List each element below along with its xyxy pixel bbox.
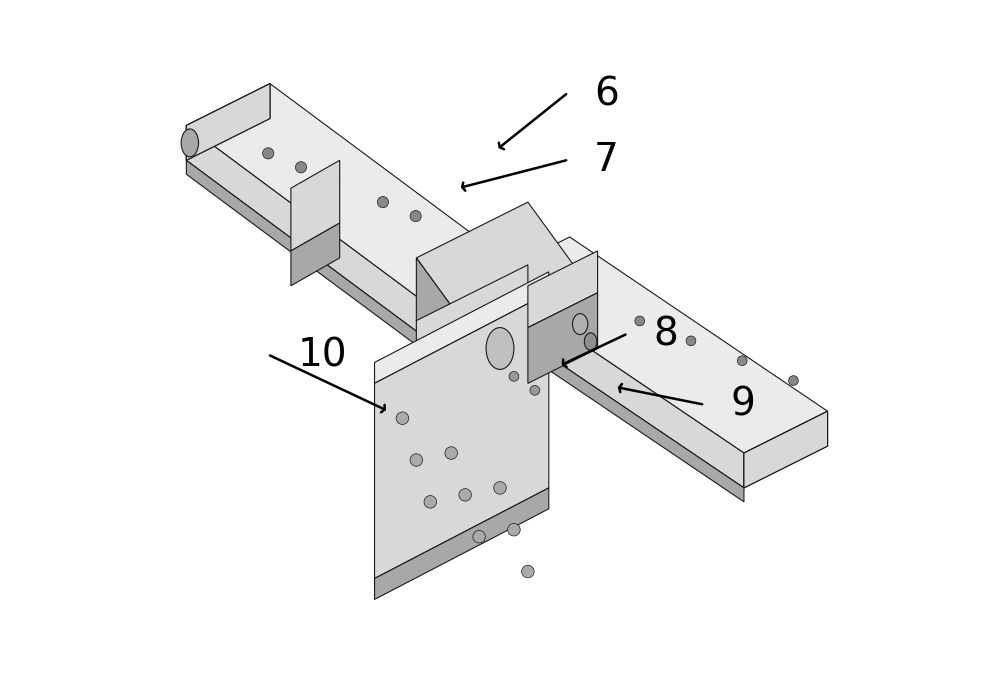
Text: 8: 8 bbox=[653, 316, 678, 353]
Circle shape bbox=[410, 454, 423, 466]
Polygon shape bbox=[486, 237, 828, 453]
Polygon shape bbox=[472, 279, 584, 397]
Circle shape bbox=[635, 316, 645, 326]
Polygon shape bbox=[186, 125, 430, 342]
Circle shape bbox=[737, 355, 747, 366]
Polygon shape bbox=[416, 202, 584, 335]
Polygon shape bbox=[486, 314, 744, 502]
Circle shape bbox=[522, 565, 534, 578]
Text: 9: 9 bbox=[730, 385, 755, 423]
Polygon shape bbox=[291, 160, 340, 251]
Polygon shape bbox=[186, 84, 514, 307]
Circle shape bbox=[789, 376, 798, 385]
Circle shape bbox=[263, 148, 274, 159]
Polygon shape bbox=[186, 84, 270, 160]
Polygon shape bbox=[528, 251, 598, 328]
Polygon shape bbox=[416, 265, 528, 355]
Circle shape bbox=[508, 523, 520, 536]
Polygon shape bbox=[416, 258, 472, 397]
Text: 10: 10 bbox=[298, 337, 347, 374]
Text: 7: 7 bbox=[594, 141, 619, 179]
Polygon shape bbox=[744, 411, 828, 488]
Circle shape bbox=[445, 447, 457, 459]
Polygon shape bbox=[375, 272, 549, 383]
Circle shape bbox=[396, 412, 409, 424]
Circle shape bbox=[532, 276, 542, 286]
Text: 6: 6 bbox=[594, 75, 619, 113]
Polygon shape bbox=[528, 293, 598, 383]
Polygon shape bbox=[291, 223, 340, 286]
Polygon shape bbox=[186, 84, 270, 160]
Ellipse shape bbox=[572, 314, 588, 335]
Polygon shape bbox=[744, 411, 828, 488]
Polygon shape bbox=[486, 279, 744, 488]
Circle shape bbox=[328, 176, 339, 187]
Ellipse shape bbox=[486, 328, 514, 369]
Ellipse shape bbox=[584, 333, 597, 350]
Circle shape bbox=[577, 293, 587, 303]
Circle shape bbox=[410, 210, 421, 222]
Circle shape bbox=[530, 385, 540, 395]
Circle shape bbox=[377, 197, 388, 208]
Circle shape bbox=[494, 482, 506, 494]
Circle shape bbox=[686, 336, 696, 346]
Polygon shape bbox=[375, 293, 549, 579]
Circle shape bbox=[459, 489, 471, 501]
Circle shape bbox=[424, 496, 437, 508]
Circle shape bbox=[473, 530, 485, 543]
Polygon shape bbox=[186, 160, 430, 355]
Polygon shape bbox=[416, 300, 528, 418]
Circle shape bbox=[509, 372, 519, 381]
Circle shape bbox=[295, 162, 307, 173]
Polygon shape bbox=[375, 488, 549, 599]
Ellipse shape bbox=[181, 129, 199, 157]
